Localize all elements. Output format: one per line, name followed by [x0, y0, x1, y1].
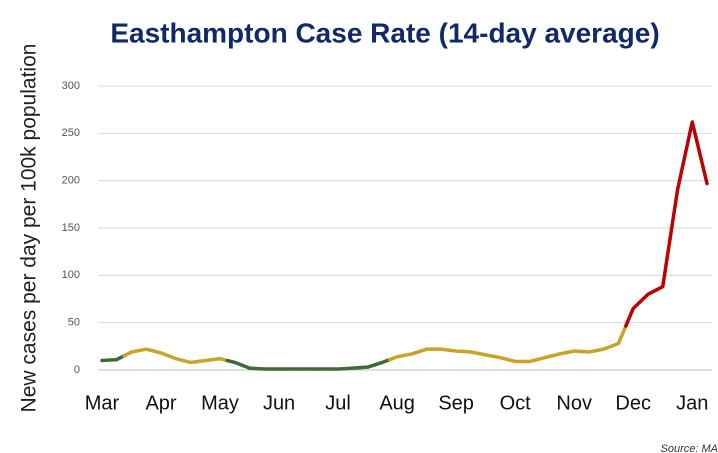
- y-axis-label: New cases per day per 100k population: [18, 44, 41, 413]
- line-segment: [343, 365, 362, 371]
- line-segment: [166, 354, 185, 363]
- line-segment: [137, 347, 156, 353]
- x-tick-label: Nov: [556, 392, 592, 414]
- line-segment: [638, 288, 658, 304]
- y-tick-label: 250: [62, 127, 80, 139]
- line-segment: [565, 349, 584, 355]
- x-tick-label: Aug: [379, 392, 415, 414]
- line-segment: [240, 363, 259, 371]
- line-segment: [387, 353, 407, 362]
- x-tick-label: Mar: [85, 392, 120, 414]
- x-tick-label: Jan: [676, 392, 708, 414]
- y-tick-label: 50: [68, 317, 80, 329]
- line-segment: [520, 357, 540, 364]
- line-segment: [447, 348, 466, 354]
- line-segment: [550, 350, 569, 358]
- x-tick-label: May: [201, 392, 239, 414]
- y-tick-label: 100: [62, 269, 80, 281]
- x-tick-label: Sep: [438, 392, 474, 414]
- chart-title: Easthampton Case Rate (14-day average): [110, 17, 659, 48]
- line-segment: [683, 120, 702, 158]
- line-segment: [579, 348, 599, 354]
- line-segment: [196, 357, 215, 364]
- y-tick-label: 200: [62, 175, 80, 187]
- y-tick-label: 0: [74, 364, 80, 376]
- line-segment: [476, 351, 495, 359]
- line-segment: [697, 150, 709, 186]
- line-segment: [594, 344, 613, 353]
- x-tick-label: Oct: [500, 392, 532, 414]
- line-segment: [402, 349, 422, 358]
- line-segment: [107, 354, 126, 362]
- line-segment: [417, 347, 436, 354]
- line-segment: [461, 349, 481, 356]
- line-segment: [653, 236, 672, 293]
- line-segment: [491, 354, 510, 362]
- line-segment: [432, 347, 451, 352]
- source-note: Source: MA: [661, 443, 718, 453]
- x-tick-label: Apr: [145, 392, 176, 414]
- y-tick-label: 300: [62, 80, 80, 92]
- line-segment: [373, 357, 392, 367]
- line-segment: [668, 154, 687, 241]
- line-segment: [151, 349, 171, 358]
- line-segment: [506, 357, 525, 364]
- line-segment: [122, 348, 141, 358]
- line-segment: [181, 358, 200, 365]
- line-segment: [225, 358, 244, 368]
- x-tick-label: Jun: [263, 392, 295, 414]
- x-tick-label: Jul: [325, 392, 351, 414]
- line-segment: [624, 299, 643, 328]
- x-tick-label: Dec: [615, 392, 651, 414]
- y-tick-label: 150: [62, 222, 80, 234]
- line-segment: [609, 324, 628, 349]
- line-segment: [358, 363, 377, 370]
- line-segment: [210, 356, 230, 363]
- line-segment: [535, 354, 554, 362]
